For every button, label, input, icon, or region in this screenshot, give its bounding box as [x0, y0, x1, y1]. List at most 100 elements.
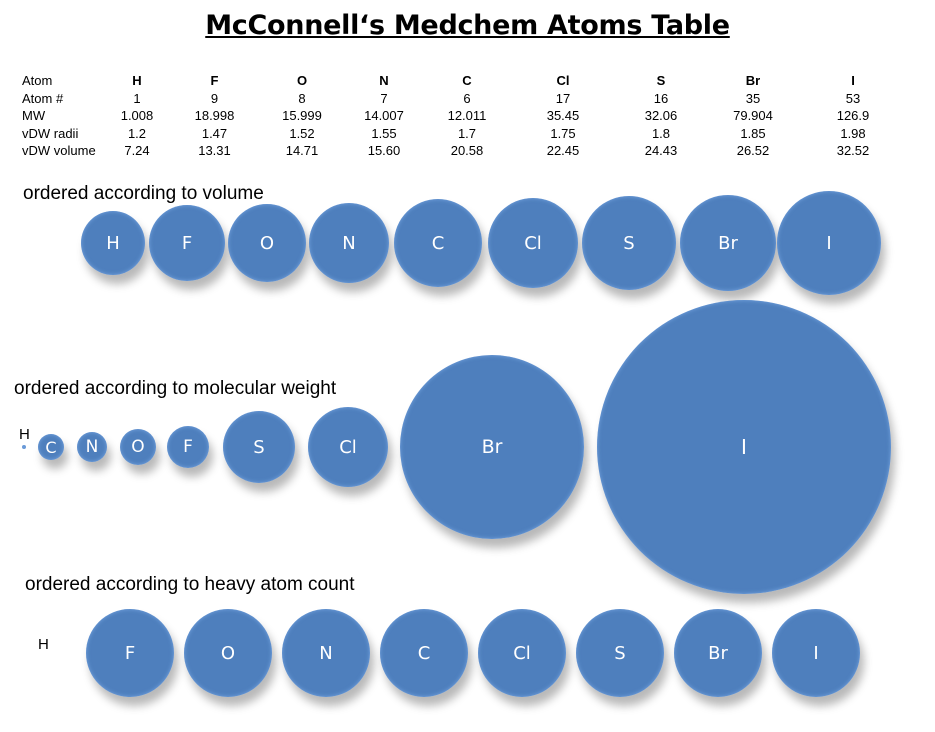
table-cell: I	[851, 73, 855, 88]
atom-symbol: C	[417, 642, 431, 664]
table-cell: 14.007	[364, 108, 404, 124]
section-label-molecular-weight: ordered according to molecular weight	[14, 378, 337, 399]
atom-i-circle: I	[772, 609, 860, 697]
table-cell: 1.8	[651, 125, 671, 141]
table-cell: 13.31	[198, 143, 231, 159]
atom-s-circle: S	[576, 609, 664, 697]
atom-i-circle: I	[597, 300, 891, 594]
table-cell: 20.58	[450, 143, 484, 159]
table-cell: 22.45	[546, 143, 580, 159]
atom-symbol: Br	[718, 232, 738, 254]
table-cell: 9	[210, 90, 219, 106]
atom-o-circle: O	[120, 429, 156, 465]
table-cell: 1.75	[550, 125, 576, 141]
atom-symbol: S	[623, 232, 635, 254]
table-cell: 1.47	[201, 125, 228, 141]
table-cell: 1.52	[289, 125, 315, 141]
atom-symbol-label: H	[38, 636, 49, 653]
table-cell: Cl	[556, 73, 570, 88]
atom-symbol: N	[319, 642, 333, 664]
table-row-label: vDW radii	[22, 125, 79, 141]
atom-properties-table: Atom H F O N C Cl S Br I Atom # 1 9 8 7 6 17 16 35 53 MW 1.00…	[22, 72, 903, 160]
atom-f-circle: F	[167, 426, 209, 468]
atom-symbol: Br	[708, 642, 728, 664]
table-cell: O	[296, 73, 308, 88]
table-cell: F	[210, 73, 219, 88]
atom-cl-circle: Cl	[308, 407, 388, 487]
table-cell: 1	[133, 90, 141, 106]
atom-cl-circle: Cl	[478, 609, 566, 697]
table-cell: 1.98	[840, 125, 866, 141]
atom-symbol: I	[826, 232, 832, 254]
table-cell: 32.06	[644, 108, 678, 124]
section-label-volume: ordered according to volume	[23, 183, 264, 204]
atom-symbol: F	[124, 642, 136, 664]
table-row: vDW volume 7.24 13.31 14.71 15.60 20.58 22.45 2…	[22, 142, 903, 160]
table-cell: 1.85	[740, 125, 766, 141]
table-cell: N	[379, 73, 389, 88]
table-cell: Br	[745, 73, 761, 88]
table-row: MW 1.008 18.998 15.999 14.007 12.011 35.45 32.0…	[22, 107, 903, 125]
atom-symbol: C	[431, 232, 445, 254]
atom-c-circle: C	[394, 199, 482, 287]
atom-br-circle: Br	[674, 609, 762, 697]
atom-s-circle: S	[223, 411, 295, 483]
table-cell: S	[656, 73, 666, 88]
atom-symbol: O	[220, 642, 236, 664]
table-cell: 24.43	[644, 143, 678, 159]
table-cell: 8	[298, 90, 306, 106]
atom-c-circle: C	[38, 434, 64, 460]
page-title: McConnell‘s Medchem Atoms Table	[205, 10, 730, 41]
atom-symbol: I	[741, 435, 747, 459]
atom-symbol: O	[259, 232, 275, 254]
atom-n-circle: N	[282, 609, 370, 697]
atom-o-circle: O	[184, 609, 272, 697]
table-row: Atom H F O N C Cl S Br I	[22, 72, 903, 90]
table-cell: 15.60	[367, 143, 401, 159]
atom-symbol: Cl	[524, 232, 542, 254]
table-cell: 14.71	[285, 143, 319, 159]
atom-symbol: S	[614, 642, 626, 664]
atom-symbol-label: H	[19, 426, 30, 443]
table-cell: 1.55	[371, 125, 397, 141]
atom-n-circle: N	[77, 432, 107, 462]
table-row: Atom # 1 9 8 7 6 17 16 35 53	[22, 90, 903, 108]
atom-s-circle: S	[582, 196, 676, 290]
atom-symbol: Cl	[339, 436, 357, 458]
table-cell: 1.2	[127, 125, 147, 141]
table-row-label: MW	[22, 108, 46, 124]
table-cell: 1.7	[457, 125, 477, 141]
table-cell: 17	[555, 90, 571, 106]
atom-symbol: F	[183, 437, 193, 457]
atom-symbol: Br	[481, 436, 503, 458]
table-cell: 6	[463, 90, 471, 106]
atom-symbol: C	[45, 437, 57, 457]
table-cell: 32.52	[836, 143, 870, 159]
table-row-label: vDW volume	[22, 143, 96, 159]
table-cell: 35	[745, 90, 761, 106]
atom-symbol: O	[131, 437, 145, 457]
atom-h-circle: H	[81, 211, 145, 275]
atom-o-circle: O	[228, 204, 306, 282]
table-row-label: Atom	[22, 73, 53, 88]
table-cell: 7.24	[124, 143, 150, 159]
atom-f-circle: F	[149, 205, 225, 281]
atom-cl-circle: Cl	[488, 198, 578, 288]
atom-symbol: S	[253, 436, 265, 458]
table-cell: 26.52	[736, 143, 770, 159]
atom-symbol: H	[106, 232, 120, 254]
table-cell: 16	[653, 90, 669, 106]
table-cell: 1.008	[120, 108, 154, 124]
table-row: vDW radii 1.2 1.47 1.52 1.55 1.7 1.75 1.8 1.85 1.…	[22, 125, 903, 143]
table-cell: 7	[380, 90, 388, 106]
table-cell: C	[462, 73, 472, 88]
atom-f-circle: F	[86, 609, 174, 697]
table-row-label: Atom #	[22, 90, 64, 106]
atom-br-circle: Br	[680, 195, 776, 291]
table-cell: 79.904	[733, 108, 773, 124]
atom-symbol: F	[181, 232, 193, 254]
atom-symbol: N	[85, 437, 99, 457]
table-cell: 18.998	[194, 108, 235, 124]
atom-symbol: I	[813, 642, 819, 664]
atom-n-circle: N	[309, 203, 389, 283]
